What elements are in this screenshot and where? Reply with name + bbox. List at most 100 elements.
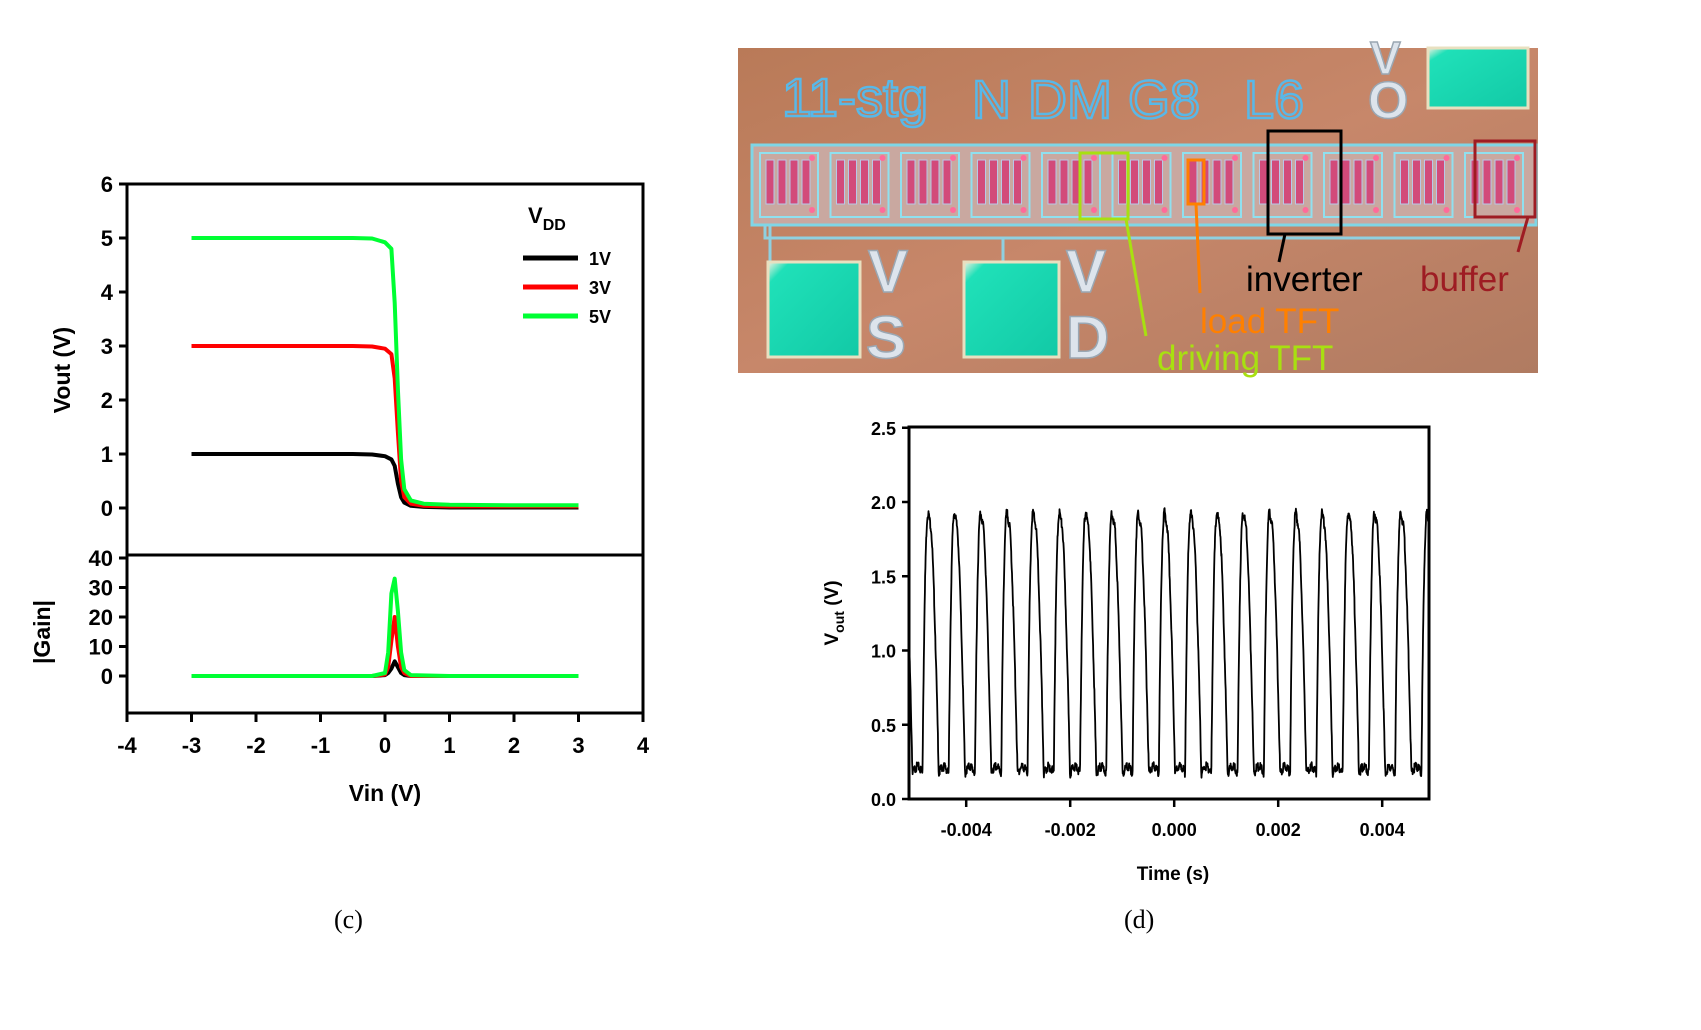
vo-pad-letter-o: O bbox=[1368, 72, 1408, 130]
time-xtick-label: -0.002 bbox=[1045, 820, 1096, 840]
tft-finger bbox=[1047, 159, 1057, 205]
gain-axis-label: |Gain| bbox=[29, 600, 55, 664]
vd-pad bbox=[962, 260, 1061, 359]
tft-finger bbox=[1341, 159, 1351, 205]
via-dot bbox=[1302, 207, 1309, 213]
caption-c: (c) bbox=[334, 905, 363, 934]
legend-label-1V: 1V bbox=[589, 249, 611, 269]
gain-series-5V bbox=[191, 576, 579, 678]
tft-finger bbox=[1295, 159, 1304, 205]
via-dot bbox=[1161, 207, 1168, 213]
time-xtick-label: 0.000 bbox=[1152, 820, 1197, 840]
tft-finger bbox=[848, 159, 857, 205]
stage-cell bbox=[900, 152, 960, 218]
stage-cell bbox=[759, 152, 819, 218]
via-dot bbox=[1091, 155, 1097, 161]
chip-label-stages: 11-stg bbox=[782, 68, 928, 128]
vout-ytick-label: 5 bbox=[101, 226, 113, 251]
tft-finger bbox=[860, 159, 869, 205]
time-plot-ytick-label: 1.5 bbox=[871, 567, 896, 587]
tft-finger bbox=[1001, 159, 1010, 205]
via-dot bbox=[809, 207, 815, 213]
load-tft-label: load TFT bbox=[1200, 302, 1339, 341]
time-xtick-label: 0.002 bbox=[1256, 820, 1301, 840]
via-dot bbox=[950, 155, 956, 161]
vout-axis-label: Vout (V) bbox=[49, 327, 75, 413]
via-dot bbox=[950, 207, 956, 213]
tft-finger bbox=[1283, 159, 1292, 205]
via-dot bbox=[879, 207, 886, 213]
tft-finger bbox=[977, 159, 986, 205]
vin-xtick-label: -3 bbox=[182, 733, 202, 758]
via-dot bbox=[1161, 155, 1168, 161]
stage-cell bbox=[1041, 152, 1101, 218]
tft-finger bbox=[1259, 159, 1268, 205]
time-plot-ytick-label: 0.5 bbox=[871, 716, 896, 736]
bus-lines bbox=[763, 226, 1520, 262]
via-dot bbox=[1232, 155, 1238, 161]
via-dot bbox=[1443, 207, 1450, 213]
via-dot bbox=[1302, 155, 1309, 161]
tft-finger bbox=[1506, 159, 1516, 205]
oscillation-waveform bbox=[908, 507, 1430, 779]
stage-cell bbox=[829, 152, 890, 218]
tft-finger bbox=[918, 159, 928, 205]
chip-label: 11-stg N DM G8 L6 bbox=[781, 67, 1306, 132]
legend-title: VDD bbox=[528, 203, 566, 234]
via-dot bbox=[1091, 207, 1097, 213]
driving-tft-box bbox=[1078, 151, 1130, 221]
stage-cell bbox=[1393, 152, 1454, 218]
tft-finger bbox=[801, 159, 811, 205]
gain-ytick-label: 10 bbox=[89, 635, 113, 660]
tft-finger bbox=[1142, 159, 1151, 205]
vout-ytick-label: 6 bbox=[101, 172, 113, 197]
tft-finger bbox=[942, 159, 952, 205]
tft-finger bbox=[1494, 159, 1504, 205]
gain-ytick-label: 40 bbox=[89, 546, 113, 571]
driving-tft-label: driving TFT bbox=[1157, 339, 1333, 378]
vout-ytick-label: 1 bbox=[101, 442, 113, 467]
vout-series-1V bbox=[191, 452, 579, 510]
via-dot bbox=[1514, 207, 1520, 213]
vin-xtick-label: -1 bbox=[311, 733, 331, 758]
legend-label-5V: 5V bbox=[589, 307, 611, 327]
vin-xtick-label: 2 bbox=[508, 733, 520, 758]
vin-xtick-label: 4 bbox=[637, 733, 650, 758]
via-dot bbox=[1443, 155, 1450, 161]
tft-finger bbox=[836, 159, 845, 205]
tft-finger bbox=[1188, 159, 1198, 205]
vout-ytick-label: 3 bbox=[101, 334, 113, 359]
tft-finger bbox=[1013, 159, 1022, 205]
inverter-leader bbox=[1277, 233, 1287, 263]
buffer-leader bbox=[1516, 216, 1530, 253]
chip-label-length: L6 bbox=[1244, 70, 1304, 130]
vd-pad-letter-v: V bbox=[1066, 238, 1106, 305]
load-tft-leader bbox=[1194, 203, 1202, 294]
stage-cell bbox=[970, 152, 1031, 218]
tft-finger bbox=[1212, 159, 1222, 205]
stage-cell bbox=[1323, 152, 1383, 218]
caption-d: (d) bbox=[1124, 905, 1155, 934]
tft-finger bbox=[765, 159, 775, 205]
tft-finger bbox=[777, 159, 787, 205]
vs-pad-letter-v: V bbox=[868, 238, 908, 305]
vin-xtick-label: 1 bbox=[443, 733, 455, 758]
tft-finger bbox=[1412, 159, 1421, 205]
vin-xtick-label: 0 bbox=[379, 733, 391, 758]
gain-chart: 0 10 20 30 40 -4 -3 -2 -1 0 1 2 3 4 |Gain| Vin (V) bbox=[29, 546, 650, 806]
tft-finger bbox=[1059, 159, 1069, 205]
via-dot bbox=[1373, 207, 1379, 213]
buffer-label: buffer bbox=[1420, 260, 1509, 299]
gain-ytick-label: 30 bbox=[89, 576, 113, 601]
tft-finger bbox=[1353, 159, 1363, 205]
panel-d: 0.0 0.5 1.0 1.5 2.0 2.5 -0.004 -0.002 0.000 0.00… bbox=[822, 419, 1431, 885]
tft-finger bbox=[930, 159, 940, 205]
vo-pad bbox=[1426, 46, 1530, 110]
time-plot-ytick-label: 2.5 bbox=[871, 419, 896, 439]
tft-finger bbox=[1271, 159, 1280, 205]
chip-label-mode: DM bbox=[1028, 70, 1112, 130]
inverter-box bbox=[1266, 129, 1343, 236]
vin-xtick-label: 3 bbox=[572, 733, 584, 758]
